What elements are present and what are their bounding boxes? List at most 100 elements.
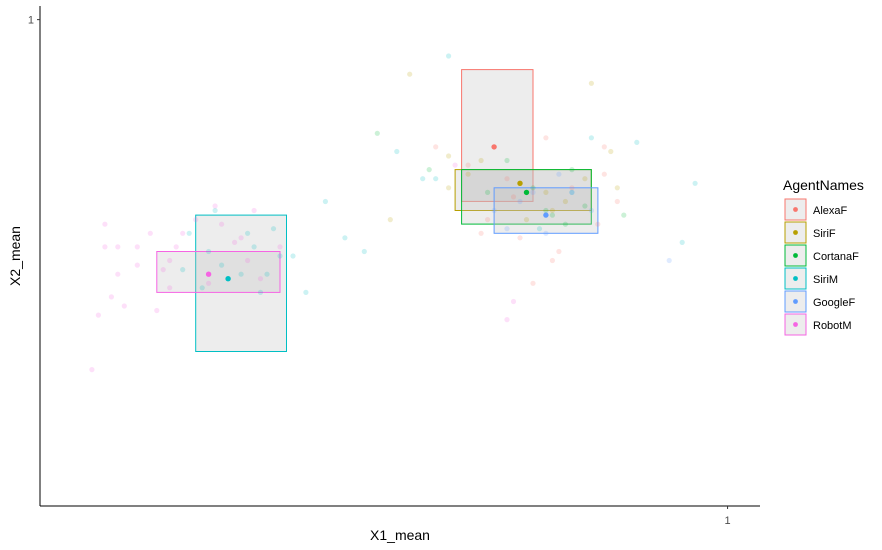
- point-robotm-24: [277, 244, 283, 250]
- legend-label-sirif: SiriF: [813, 228, 836, 240]
- point-googlef-7: [530, 189, 536, 195]
- point-sirif-0: [407, 71, 413, 77]
- point-sirim-1: [634, 139, 640, 145]
- point-sirim-16: [206, 248, 212, 255]
- point-cortanaf-7: [582, 203, 588, 209]
- point-googlef-4: [666, 257, 672, 264]
- point-robotm-7: [219, 221, 225, 227]
- mean-point-cortanaf: [523, 189, 530, 196]
- point-sirim-27: [290, 253, 296, 259]
- box-sirim: [195, 214, 287, 352]
- box-sirif: [454, 169, 592, 212]
- point-robotm-27: [102, 244, 108, 250]
- point-robotm-26: [510, 298, 517, 305]
- point-sirim-23: [180, 267, 186, 273]
- point-alexaf-1: [510, 194, 517, 200]
- point-alexaf-5: [549, 257, 556, 264]
- point-alexaf-14: [601, 171, 607, 177]
- point-sirim-5: [342, 235, 348, 241]
- point-sirif-10: [543, 189, 549, 195]
- legend-dot-alexaf: [793, 207, 798, 212]
- point-cortanaf-4: [543, 207, 549, 214]
- point-alexaf-11: [504, 176, 510, 182]
- point-sirif-3: [478, 157, 484, 164]
- point-robotm-11: [257, 276, 264, 282]
- point-sirim-21: [277, 253, 283, 259]
- point-robotm-14: [121, 303, 127, 309]
- legend-label-cortanaf: CortanaF: [813, 251, 859, 263]
- point-sirif-8: [387, 217, 393, 223]
- point-googlef-0: [504, 226, 510, 232]
- point-alexaf-9: [478, 230, 484, 236]
- mean-point-googlef: [543, 212, 549, 218]
- legend-dot-googlef: [793, 299, 798, 304]
- point-robotm-18: [212, 203, 218, 209]
- point-robotm-22: [173, 244, 179, 250]
- x-ticks: 1: [725, 506, 731, 527]
- point-robotm-2: [115, 244, 121, 250]
- means-layer: [205, 144, 549, 282]
- point-robotm-15: [108, 294, 114, 300]
- legend-label-googlef: GoogleF: [813, 297, 855, 309]
- legend-dot-sirif: [793, 230, 798, 235]
- point-sirif-9: [446, 185, 452, 191]
- point-robotm-9: [206, 280, 212, 286]
- point-robotm-16: [89, 367, 95, 373]
- legend-dot-cortanaf: [793, 253, 798, 258]
- point-googlef-6: [588, 207, 595, 214]
- point-sirim-20: [199, 285, 205, 291]
- point-robotm-28: [504, 317, 510, 323]
- point-sirif-5: [562, 198, 569, 205]
- point-sirim-22: [251, 244, 257, 250]
- point-robotm-10: [245, 257, 251, 264]
- point-robotm-13: [95, 312, 101, 318]
- point-sirim-14: [212, 207, 218, 214]
- point-alexaf-10: [433, 144, 439, 150]
- point-cortanaf-3: [504, 157, 510, 164]
- point-googlef-5: [556, 171, 562, 177]
- point-sirim-18: [264, 271, 270, 277]
- point-sirim-3: [679, 239, 685, 245]
- point-sirim-25: [257, 289, 264, 295]
- point-robotm-17: [154, 307, 160, 314]
- point-robotm-3: [134, 262, 140, 268]
- point-robotm-12: [115, 271, 121, 277]
- box-robotm: [156, 251, 281, 293]
- point-sirim-26: [245, 230, 251, 236]
- point-googlef-1: [569, 189, 575, 195]
- point-sirim-6: [361, 248, 367, 255]
- point-sirim-2: [692, 180, 698, 186]
- legend-dot-sirim: [793, 276, 798, 281]
- y-ticks: 1: [28, 15, 40, 27]
- box-googlef: [493, 187, 599, 234]
- mean-point-sirif: [517, 180, 523, 186]
- point-sirif-2: [465, 171, 471, 177]
- x-axis-title: X1_mean: [370, 527, 430, 543]
- point-sirim-10: [536, 226, 543, 232]
- legend-dot-robotm: [793, 322, 798, 327]
- point-robotm-29: [452, 162, 458, 168]
- point-robotm-1: [147, 230, 153, 236]
- point-robotm-0: [102, 221, 108, 227]
- point-alexaf-7: [569, 185, 575, 191]
- point-cortanaf-6: [485, 189, 491, 195]
- point-cortanaf-2: [549, 212, 556, 218]
- point-sirif-11: [523, 217, 530, 223]
- point-cortanaf-0: [374, 130, 380, 136]
- point-googlef-3: [543, 230, 549, 236]
- point-cortanaf-10: [621, 212, 627, 218]
- point-sirif-1: [446, 153, 452, 159]
- point-robotm-6: [193, 217, 199, 223]
- y-tick-label-0: 1: [28, 15, 34, 27]
- point-googlef-2: [517, 198, 523, 205]
- point-sirim-12: [588, 135, 595, 141]
- point-sirim-0: [446, 53, 452, 59]
- point-alexaf-13: [614, 198, 620, 205]
- point-sirim-19: [270, 226, 277, 232]
- point-sirim-17: [238, 271, 244, 277]
- point-robotm-5: [180, 230, 186, 236]
- point-sirim-11: [569, 189, 575, 195]
- mean-point-sirim: [225, 276, 231, 282]
- point-googlef-8: [491, 207, 497, 214]
